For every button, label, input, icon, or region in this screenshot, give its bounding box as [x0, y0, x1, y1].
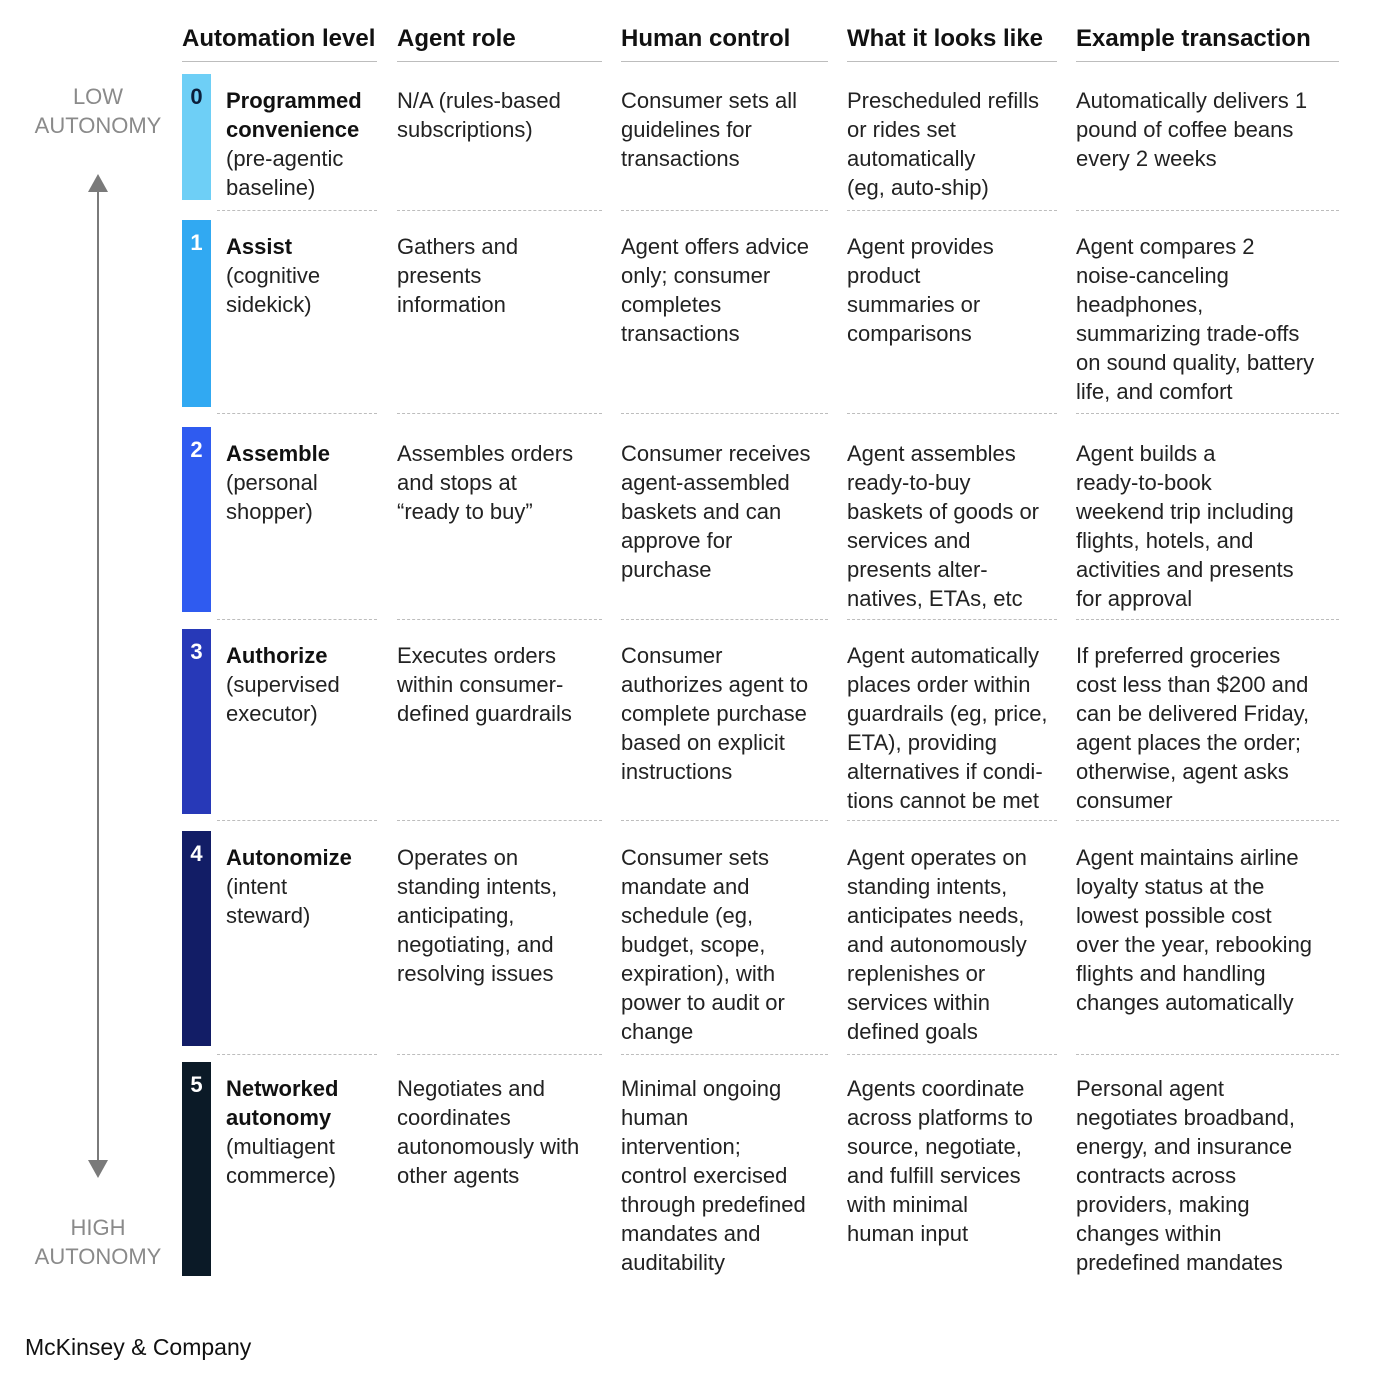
agent-role-cell: Operates on standing intents, anticipating… [397, 845, 558, 986]
example-transaction-cell: Agent maintains airline loyalty status at… [1076, 845, 1313, 1015]
level-row-3: 3 Authorize (supervised executor) Executes o… [182, 629, 1339, 814]
level-bar-2: 2 [182, 427, 211, 612]
row-separator [217, 619, 377, 620]
row-separator [621, 820, 828, 821]
row-separator [621, 413, 828, 414]
autonomy-double-arrow [88, 174, 108, 1178]
human-control-cell: Consumer sets all guidelines for transacti… [621, 88, 798, 171]
row-separator [217, 820, 377, 821]
footer-brand: McKinsey & Company [25, 1334, 252, 1360]
header-example-transaction: Example transaction [1076, 22, 1339, 62]
row-separator [1076, 619, 1339, 620]
header-what-it-looks-like: What it looks like [847, 22, 1057, 62]
human-control-cell: Consumer receives agent-assembled baskets … [621, 441, 811, 582]
header-human-control: Human control [621, 22, 828, 62]
example-transaction-cell: Personal agent negotiates broadband, energ… [1076, 1076, 1295, 1275]
human-control-cell: Minimal ongoing human intervention; control… [621, 1076, 806, 1275]
level-number: 1 [190, 230, 203, 255]
row-separator [1076, 210, 1339, 211]
agent-role-cell: Gathers and presents information [397, 234, 519, 317]
header-agent-role: Agent role [397, 22, 602, 62]
level-name-cell: Programmed convenience (pre-agentic baselin… [226, 88, 362, 200]
level-number: 2 [190, 437, 203, 462]
agent-role-cell: Executes orders within consumer-defined g… [397, 643, 572, 726]
level-name-cell: Autonomize (intent steward) [226, 845, 352, 928]
level-number: 3 [190, 639, 203, 664]
looks-like-cell: Agent assembles ready-to-buy baskets of go… [847, 441, 1040, 611]
human-control-cell: Consumer sets mandate and schedule (eg, bud… [621, 845, 785, 1044]
level-row-4: 4 Autonomize (intent steward) Operates on sta… [182, 831, 1339, 1046]
level-name-cell: Authorize (supervised executor) [226, 643, 340, 726]
header-automation-level: Automation level [182, 22, 377, 62]
looks-like-cell: Agent operates on standing intents, antici… [847, 845, 1027, 1044]
human-control-cell: Agent offers advice only; consumer complet… [621, 234, 809, 346]
level-bar-0: 0 [182, 74, 211, 200]
row-separator [217, 1054, 377, 1055]
human-control-cell: Consumer authorizes agent to complete purc… [621, 643, 809, 784]
low-autonomy-label: LOW AUTONOMY [34, 84, 162, 138]
level-bar-5: 5 [182, 1062, 211, 1276]
looks-like-cell: Agents coordinate across platforms to sour… [847, 1076, 1033, 1246]
row-separator [217, 210, 377, 211]
level-row-2: 2 Assemble (personal shopper) Assembles orde… [182, 427, 1339, 612]
level-row-0: 0 Programmed convenience (pre-agentic baseli… [182, 74, 1339, 200]
example-transaction-cell: Agent compares 2 noise-canceling headphone… [1076, 234, 1315, 404]
level-row-5: 5 Networked autonomy (multiagent commerce) Ne… [182, 1062, 1339, 1276]
example-transaction-cell: If preferred groceries cost less than $20… [1076, 643, 1310, 813]
agent-role-cell: Assembles orders and stops at “ready to bu… [397, 441, 574, 524]
level-bar-4: 4 [182, 831, 211, 1046]
row-separator [217, 413, 377, 414]
level-bar-3: 3 [182, 629, 211, 814]
table-header: Automation level Agent role Human contro… [182, 22, 1339, 62]
level-number: 0 [190, 84, 203, 109]
level-bar-1: 1 [182, 220, 211, 407]
looks-like-cell: Prescheduled refills or rides set automati… [847, 88, 1039, 200]
high-autonomy-label: HIGH AUTONOMY [34, 1215, 162, 1269]
example-transaction-cell: Agent builds a ready-to-book weekend trip … [1076, 441, 1294, 611]
agent-role-cell: Negotiates and coordinates autonomously wi… [397, 1076, 580, 1188]
row-separator [621, 619, 828, 620]
looks-like-cell: Agent provides product summaries or compari… [847, 234, 994, 346]
row-separator [397, 619, 602, 620]
level-row-1: 1 Assist (cognitive sidekick) Gathers and pre… [182, 220, 1339, 407]
row-separator [1076, 413, 1339, 414]
level-number: 4 [190, 841, 203, 866]
level-name-cell: Networked autonomy (multiagent commerce) [226, 1076, 339, 1188]
agent-role-cell: N/A (rules-based subscriptions) [397, 88, 561, 142]
looks-like-cell: Agent automatically places order within gu… [847, 643, 1048, 813]
row-separator [397, 413, 602, 414]
level-name-cell: Assist (cognitive sidekick) [226, 234, 321, 317]
row-separator [397, 1054, 602, 1055]
row-separator [397, 820, 602, 821]
row-separator [847, 619, 1057, 620]
row-separator [1076, 1054, 1339, 1055]
row-separator [847, 1054, 1057, 1055]
row-separator [397, 210, 602, 211]
level-name-cell: Assemble (personal shopper) [226, 441, 330, 524]
row-separator [1076, 820, 1339, 821]
level-number: 5 [190, 1072, 203, 1097]
row-separator [621, 210, 828, 211]
row-separator [847, 413, 1057, 414]
example-transaction-cell: Automatically delivers 1 pound of coffee … [1076, 88, 1308, 171]
row-separator [847, 820, 1057, 821]
row-separator [847, 210, 1057, 211]
row-separator [621, 1054, 828, 1055]
